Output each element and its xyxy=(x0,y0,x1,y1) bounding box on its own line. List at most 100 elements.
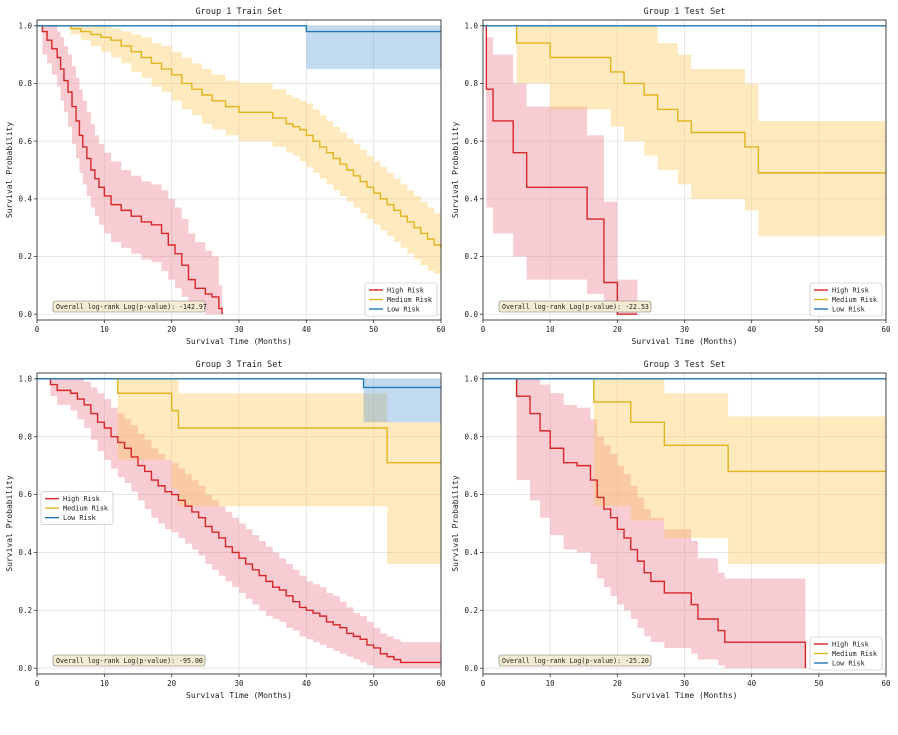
ci-band-low-risk xyxy=(37,378,441,423)
legend-box xyxy=(809,636,883,671)
chart-panel-2: 0 10 20 30 40 50 60 0.0 0.2 0.4 0.6 0.8 1.0 Group 1 T… xyxy=(451,7,891,346)
x-tick-label: 30 xyxy=(680,679,690,688)
x-tick-label: 60 xyxy=(881,325,891,334)
y-tick-label: 0.6 xyxy=(18,137,32,146)
y-tick-label: 0.6 xyxy=(464,490,478,499)
y-axis-label: Survival Probability xyxy=(5,475,14,572)
x-axis-label: Survival Time (Months) xyxy=(632,691,738,700)
legend-box xyxy=(40,491,114,525)
y-axis-label: Survival Probability xyxy=(451,122,460,219)
chart-panel-4: 0 10 20 30 40 50 60 0.0 0.2 0.4 0.6 0.8 1.0 Group 3 T… xyxy=(451,360,891,700)
y-tick-label: 0.8 xyxy=(18,79,32,88)
x-tick-label: 0 xyxy=(35,325,40,334)
chart-panel-1: 0 10 20 30 40 50 60 0.0 0.2 0.4 0.6 0.8 1.0 Group 1 T… xyxy=(5,7,446,346)
chart-title: Group 1 Test Set xyxy=(644,7,726,17)
y-tick-label: 0.8 xyxy=(464,79,478,88)
x-tick-label: 0 xyxy=(35,679,40,688)
ci-band-high-risk xyxy=(37,25,223,315)
x-tick-label: 50 xyxy=(369,325,379,334)
curve-medium-risk xyxy=(483,378,886,473)
x-tick-label: 40 xyxy=(747,325,757,334)
x-axis-label: Survival Time (Months) xyxy=(186,337,292,346)
x-tick-label: 0 xyxy=(481,679,486,688)
x-tick-label: 0 xyxy=(481,325,486,334)
x-tick-label: 60 xyxy=(881,679,891,688)
annotation-box xyxy=(498,654,652,667)
legend-label: High Risk xyxy=(832,641,869,649)
y-tick-label: 1.0 xyxy=(18,374,32,383)
curve-high-risk xyxy=(37,25,223,315)
curve-low-risk xyxy=(37,25,441,33)
y-axis-label: Survival Probability xyxy=(451,475,460,572)
legend-label: High Risk xyxy=(63,495,100,503)
annotation-text: Overall log-rank Log(p-value): -22.53 xyxy=(502,303,649,311)
x-tick-label: 20 xyxy=(613,679,623,688)
logrank-annotation: Overall log-rank Log(p-value): -22.53 xyxy=(498,300,652,313)
ci-band-high-risk xyxy=(483,25,638,315)
curve-high-risk xyxy=(37,378,441,664)
x-tick-label: 50 xyxy=(814,679,824,688)
x-tick-label: 20 xyxy=(613,325,623,334)
x-tick-label: 50 xyxy=(814,325,824,334)
y-tick-label: 0.0 xyxy=(464,664,478,673)
legend-label: Low Risk xyxy=(832,306,865,314)
y-tick-label: 1.0 xyxy=(464,374,478,383)
x-tick-label: 10 xyxy=(100,679,110,688)
x-tick-label: 50 xyxy=(369,679,379,688)
curve-medium-risk xyxy=(483,25,886,174)
logrank-annotation: Overall log-rank Log(p-value): -142.97 xyxy=(52,300,207,313)
legend-label: High Risk xyxy=(832,287,869,295)
ci-band-low-risk xyxy=(37,25,441,70)
annotation-text: Overall log-rank Log(p-value): -142.97 xyxy=(56,303,207,311)
y-axis-label: Survival Probability xyxy=(5,122,14,219)
x-tick-label: 40 xyxy=(302,325,312,334)
curve-medium-risk xyxy=(37,25,442,248)
curve-high-risk xyxy=(483,25,638,315)
chart-panel-3: 0 10 20 30 40 50 60 0.0 0.2 0.4 0.6 0.8 1.0 Group 3 T… xyxy=(5,360,446,700)
y-tick-label: 0.0 xyxy=(464,310,478,319)
y-tick-label: 0.2 xyxy=(18,606,32,615)
figure-caption xyxy=(0,708,898,735)
ci-band-high-risk xyxy=(37,378,441,669)
x-tick-label: 10 xyxy=(100,325,110,334)
x-tick-label: 20 xyxy=(167,325,177,334)
y-tick-label: 0.0 xyxy=(18,664,32,673)
y-tick-label: 0.6 xyxy=(464,137,478,146)
ci-band-medium-risk xyxy=(483,25,886,237)
x-tick-label: 40 xyxy=(747,679,757,688)
legend-box xyxy=(364,282,438,317)
x-tick-label: 40 xyxy=(302,679,312,688)
annotation-box xyxy=(498,300,652,313)
legend-label: Medium Risk xyxy=(387,296,432,304)
x-tick-label: 30 xyxy=(234,679,244,688)
annotation-text: Overall log-rank Log(p-value): -95.00 xyxy=(56,657,203,665)
logrank-annotation: Overall log-rank Log(p-value): -95.00 xyxy=(52,654,206,667)
y-tick-label: 0.4 xyxy=(18,194,32,203)
y-tick-label: 1.0 xyxy=(464,21,478,30)
chart-title: Group 3 Train Set xyxy=(196,360,283,370)
y-tick-label: 0.2 xyxy=(18,252,32,261)
y-tick-label: 0.0 xyxy=(18,310,32,319)
legend-label: Medium Risk xyxy=(63,505,108,513)
legend-label: Low Risk xyxy=(832,660,865,668)
y-tick-label: 0.4 xyxy=(464,548,478,557)
ci-band-medium-risk xyxy=(37,378,441,565)
x-tick-label: 60 xyxy=(436,679,446,688)
x-tick-label: 20 xyxy=(167,679,177,688)
annotation-box xyxy=(52,300,206,313)
curve-low-risk xyxy=(37,378,441,389)
curve-high-risk xyxy=(483,378,807,669)
chart-title: Group 3 Test Set xyxy=(644,360,726,370)
ci-band-medium-risk xyxy=(37,25,441,277)
y-tick-label: 0.4 xyxy=(18,548,32,557)
legend-label: Low Risk xyxy=(387,306,420,314)
legend-label: Low Risk xyxy=(63,514,96,522)
legend-label: Medium Risk xyxy=(832,650,877,658)
curve-medium-risk xyxy=(37,378,441,464)
annotation-box xyxy=(52,654,206,667)
x-tick-label: 30 xyxy=(234,325,244,334)
